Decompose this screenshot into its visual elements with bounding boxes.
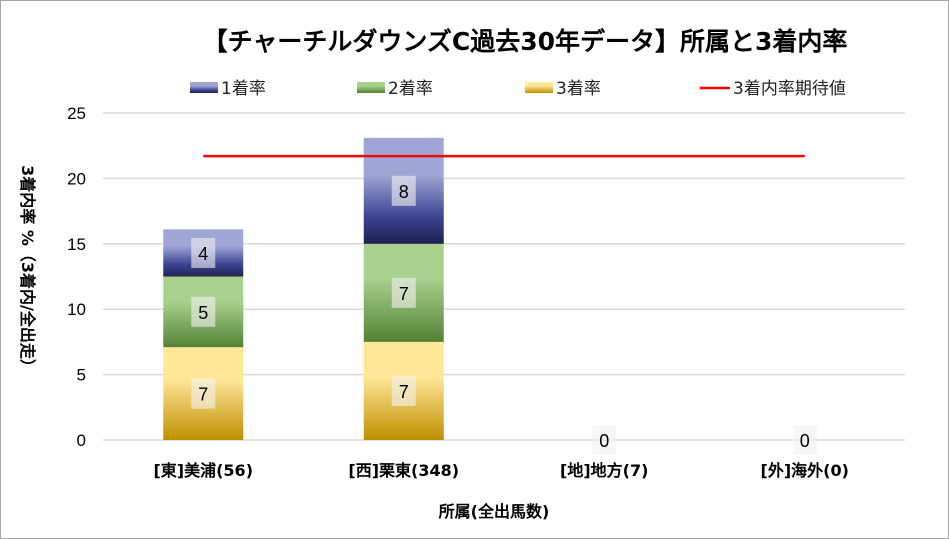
data-label-box (792, 425, 817, 455)
data-label: 7 (399, 284, 409, 304)
data-label-box (191, 378, 216, 409)
x-axis-title: 所属(全出馬数) (439, 502, 550, 521)
data-label: 0 (599, 431, 609, 451)
legend-label: 1着率 (221, 79, 266, 99)
data-label: 4 (198, 244, 208, 264)
data-label-box (191, 296, 216, 327)
data-label-box (191, 237, 216, 268)
legend-label: 2着率 (388, 79, 433, 99)
legend-swatch (525, 82, 553, 93)
data-label: 8 (399, 182, 409, 202)
data-label: 7 (399, 382, 409, 402)
legend-swatch (190, 82, 218, 93)
data-labels: 7 5 4 7 7 8 0 0 (191, 175, 817, 455)
legend-label: 3着率 (556, 79, 601, 99)
legend-swatch (357, 82, 385, 93)
legend: 1着率 2着率 3着率 3着内率期待値 (190, 79, 846, 99)
category-label: [地]地方(7) (560, 461, 648, 480)
category-label: [西]栗東(348) (348, 461, 459, 480)
data-label: 5 (198, 303, 208, 323)
y-tick-label: 5 (77, 366, 86, 385)
y-axis-title: 3着内率 %（3着内/全出走） (18, 165, 37, 375)
y-tick-label: 15 (67, 235, 86, 254)
y-tick-label: 25 (67, 104, 86, 123)
data-label: 0 (800, 431, 810, 451)
data-label-box (391, 277, 416, 308)
chart-title: 【チャーチルダウンズC過去30年データ】所属と3着内率 (203, 27, 848, 56)
category-labels: [東]美浦(56) [西]栗東(348) [地]地方(7) [外]海外(0) (153, 461, 848, 480)
data-label-box (592, 425, 617, 455)
y-tick-label: 20 (67, 169, 86, 188)
bars (163, 137, 805, 440)
category-label: [東]美浦(56) (153, 461, 253, 480)
y-tick-label: 0 (77, 431, 86, 450)
y-tick-label: 10 (67, 300, 86, 319)
data-label-box (391, 375, 416, 406)
data-label-box (391, 175, 416, 206)
data-label: 7 (198, 385, 208, 405)
category-label: [外]海外(0) (761, 461, 849, 480)
legend-label: 3着内率期待値 (733, 79, 846, 99)
